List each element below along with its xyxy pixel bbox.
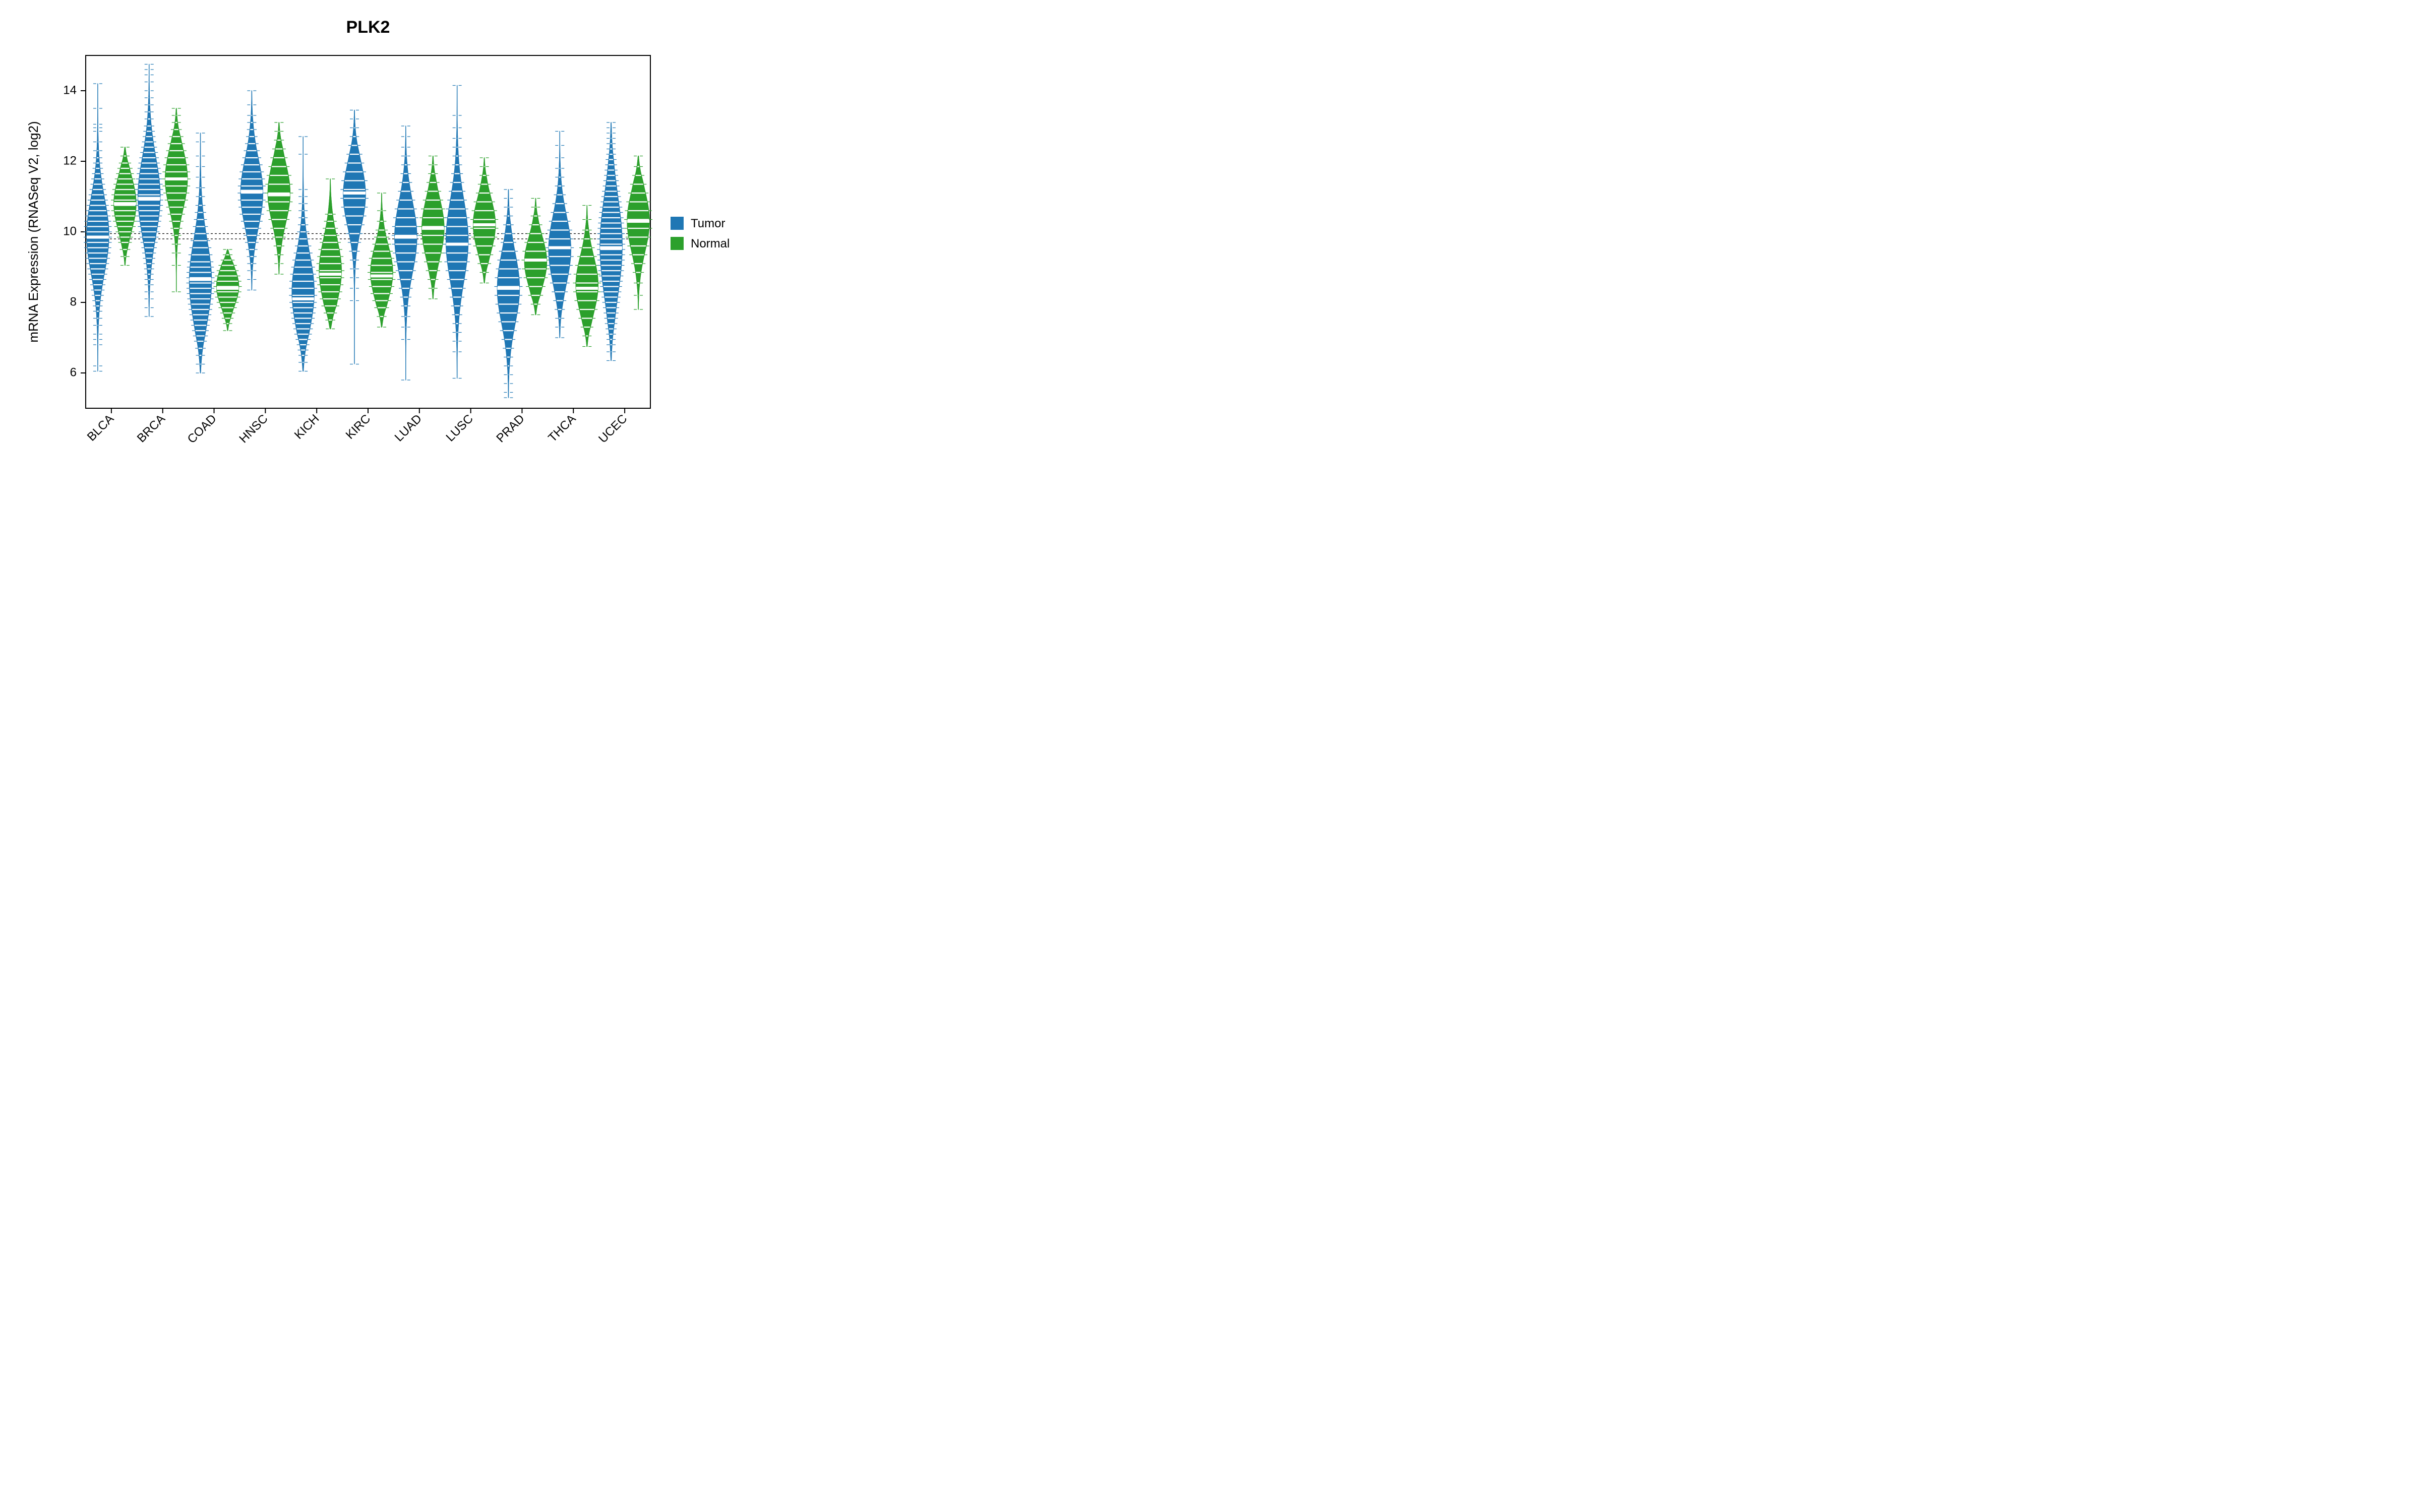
chart-container: PLK2 6 8 10 12 14 mRNA Expression (RNASeq V2, …	[0, 0, 807, 504]
y-tick-label: 12	[63, 154, 77, 167]
violin-chart-svg: PLK2 6 8 10 12 14 mRNA Expression (RNASeq V2, …	[0, 0, 807, 504]
y-axis-label: mRNA Expression (RNASeq V2, log2)	[26, 121, 41, 342]
legend-swatch-normal	[671, 237, 684, 250]
legend-label-normal: Normal	[691, 237, 730, 250]
legend-swatch-tumor	[671, 217, 684, 230]
y-tick-label: 10	[63, 224, 77, 238]
y-tick-label: 14	[63, 83, 77, 97]
y-tick-label: 6	[70, 365, 77, 379]
legend-label-tumor: Tumor	[691, 217, 725, 230]
chart-title: PLK2	[346, 18, 390, 37]
y-tick-label: 8	[70, 295, 77, 308]
